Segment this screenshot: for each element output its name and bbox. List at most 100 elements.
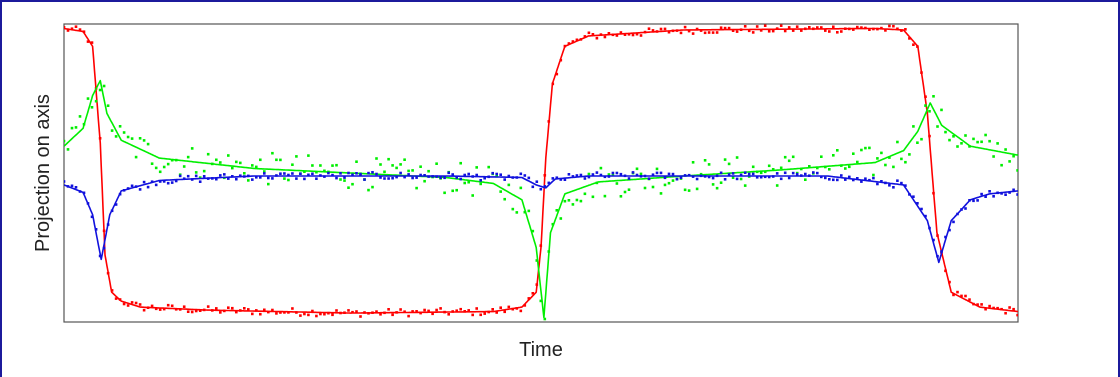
green-sample-point bbox=[820, 155, 823, 158]
green-sample-point bbox=[563, 199, 567, 203]
red-sample-point bbox=[743, 25, 747, 28]
red-sample-point bbox=[631, 33, 635, 37]
green-sample-point bbox=[884, 163, 887, 167]
red-sample-point bbox=[471, 313, 474, 317]
green-sample-point bbox=[335, 163, 338, 167]
blue-sample-point bbox=[739, 173, 743, 177]
red-sample-point bbox=[912, 43, 915, 46]
red-sample-point bbox=[884, 29, 887, 32]
green-sample-point bbox=[243, 172, 246, 175]
blue-sample-point bbox=[836, 178, 839, 182]
blue-sample-point bbox=[1012, 188, 1015, 192]
red-sample-point bbox=[279, 311, 282, 314]
green-sample-point bbox=[864, 146, 867, 150]
blue-sample-point bbox=[483, 176, 486, 180]
green-sample-point bbox=[150, 162, 154, 165]
green-sample-point bbox=[687, 189, 691, 192]
red-sample-point bbox=[828, 30, 831, 33]
green-sample-point bbox=[904, 160, 907, 164]
green-sample-point bbox=[988, 139, 991, 143]
red-sample-point bbox=[519, 309, 523, 313]
green-sample-point bbox=[247, 179, 250, 182]
blue-sample-point bbox=[775, 172, 779, 175]
blue-sample-point bbox=[263, 172, 266, 175]
green-sample-point bbox=[387, 157, 390, 161]
green-sample-point bbox=[519, 186, 523, 190]
blue-sample-point bbox=[840, 174, 843, 177]
blue-sample-point bbox=[832, 178, 835, 182]
blue-sample-point bbox=[178, 174, 182, 178]
red-sample-point bbox=[952, 293, 955, 297]
red-sample-point bbox=[415, 310, 418, 313]
blue-sample-point bbox=[611, 171, 615, 175]
green-sample-point bbox=[419, 165, 422, 168]
blue-sample-point bbox=[587, 175, 591, 179]
blue-sample-point bbox=[227, 177, 230, 180]
blue-sample-point bbox=[64, 180, 66, 183]
blue-sample-point bbox=[287, 173, 290, 177]
green-sample-point bbox=[683, 188, 687, 192]
green-sample-point bbox=[471, 194, 474, 197]
blue-sample-point bbox=[864, 177, 867, 180]
blue-sample-point bbox=[695, 177, 699, 181]
green-sample-point bbox=[832, 154, 835, 157]
blue-sample-point bbox=[138, 188, 142, 191]
blue-sample-point bbox=[924, 214, 927, 218]
green-sample-point bbox=[948, 138, 951, 142]
blue-sample-point bbox=[727, 173, 731, 176]
red-sample-point bbox=[307, 313, 310, 317]
red-sample-point bbox=[791, 29, 795, 32]
blue-sample-point bbox=[355, 172, 358, 175]
green-sample-point bbox=[339, 178, 342, 181]
green-sample-point bbox=[727, 162, 731, 166]
red-sample-point bbox=[411, 310, 414, 313]
green-sample-point bbox=[403, 158, 406, 161]
green-sample-point bbox=[836, 149, 839, 152]
red-sample-point bbox=[379, 313, 382, 316]
green-sample-point bbox=[106, 104, 110, 107]
green-sample-point bbox=[691, 161, 695, 164]
red-sample-point bbox=[896, 27, 899, 31]
red-sample-point bbox=[399, 308, 402, 311]
blue-sample-point bbox=[751, 172, 755, 176]
red-sample-point bbox=[355, 310, 358, 313]
green-sample-point bbox=[367, 188, 370, 192]
green-sample-point bbox=[872, 173, 875, 177]
green-sample-point bbox=[371, 185, 374, 189]
green-sample-point bbox=[138, 137, 142, 140]
red-sample-point bbox=[860, 26, 863, 29]
green-sample-point bbox=[182, 165, 186, 168]
green-sample-point bbox=[1016, 169, 1018, 172]
red-sample-point bbox=[904, 28, 907, 31]
green-sample-point bbox=[435, 162, 438, 165]
blue-sample-point bbox=[567, 173, 571, 176]
blue-sample-point bbox=[972, 199, 975, 203]
green-sample-point bbox=[186, 155, 190, 159]
red-sample-point bbox=[311, 309, 314, 313]
blue-sample-point bbox=[174, 179, 178, 183]
blue-sample-point bbox=[186, 174, 190, 178]
green-sample-point bbox=[283, 177, 286, 180]
blue-sample-point bbox=[531, 185, 535, 189]
blue-sample-point bbox=[828, 178, 831, 181]
blue-sample-point bbox=[343, 176, 346, 179]
red-sample-point bbox=[824, 29, 827, 32]
green-sample-point bbox=[1004, 148, 1007, 151]
red-sample-point bbox=[134, 301, 138, 305]
red-sample-point bbox=[523, 304, 527, 307]
green-sample-point bbox=[134, 155, 138, 159]
blue-sample-point bbox=[303, 177, 306, 181]
green-sample-point bbox=[90, 106, 94, 109]
green-sample-point bbox=[503, 197, 506, 201]
blue-sample-point bbox=[824, 176, 827, 180]
red-sample-point bbox=[691, 32, 695, 35]
red-sample-point bbox=[227, 306, 230, 309]
blue-sample-point bbox=[130, 184, 134, 188]
green-sample-point bbox=[343, 179, 346, 182]
green-sample-point bbox=[347, 186, 350, 189]
red-sample-point bbox=[122, 302, 126, 306]
blue-sample-point bbox=[166, 181, 170, 185]
red-sample-point bbox=[984, 307, 987, 311]
green-sample-point bbox=[110, 129, 114, 132]
green-sample-point bbox=[415, 186, 418, 190]
